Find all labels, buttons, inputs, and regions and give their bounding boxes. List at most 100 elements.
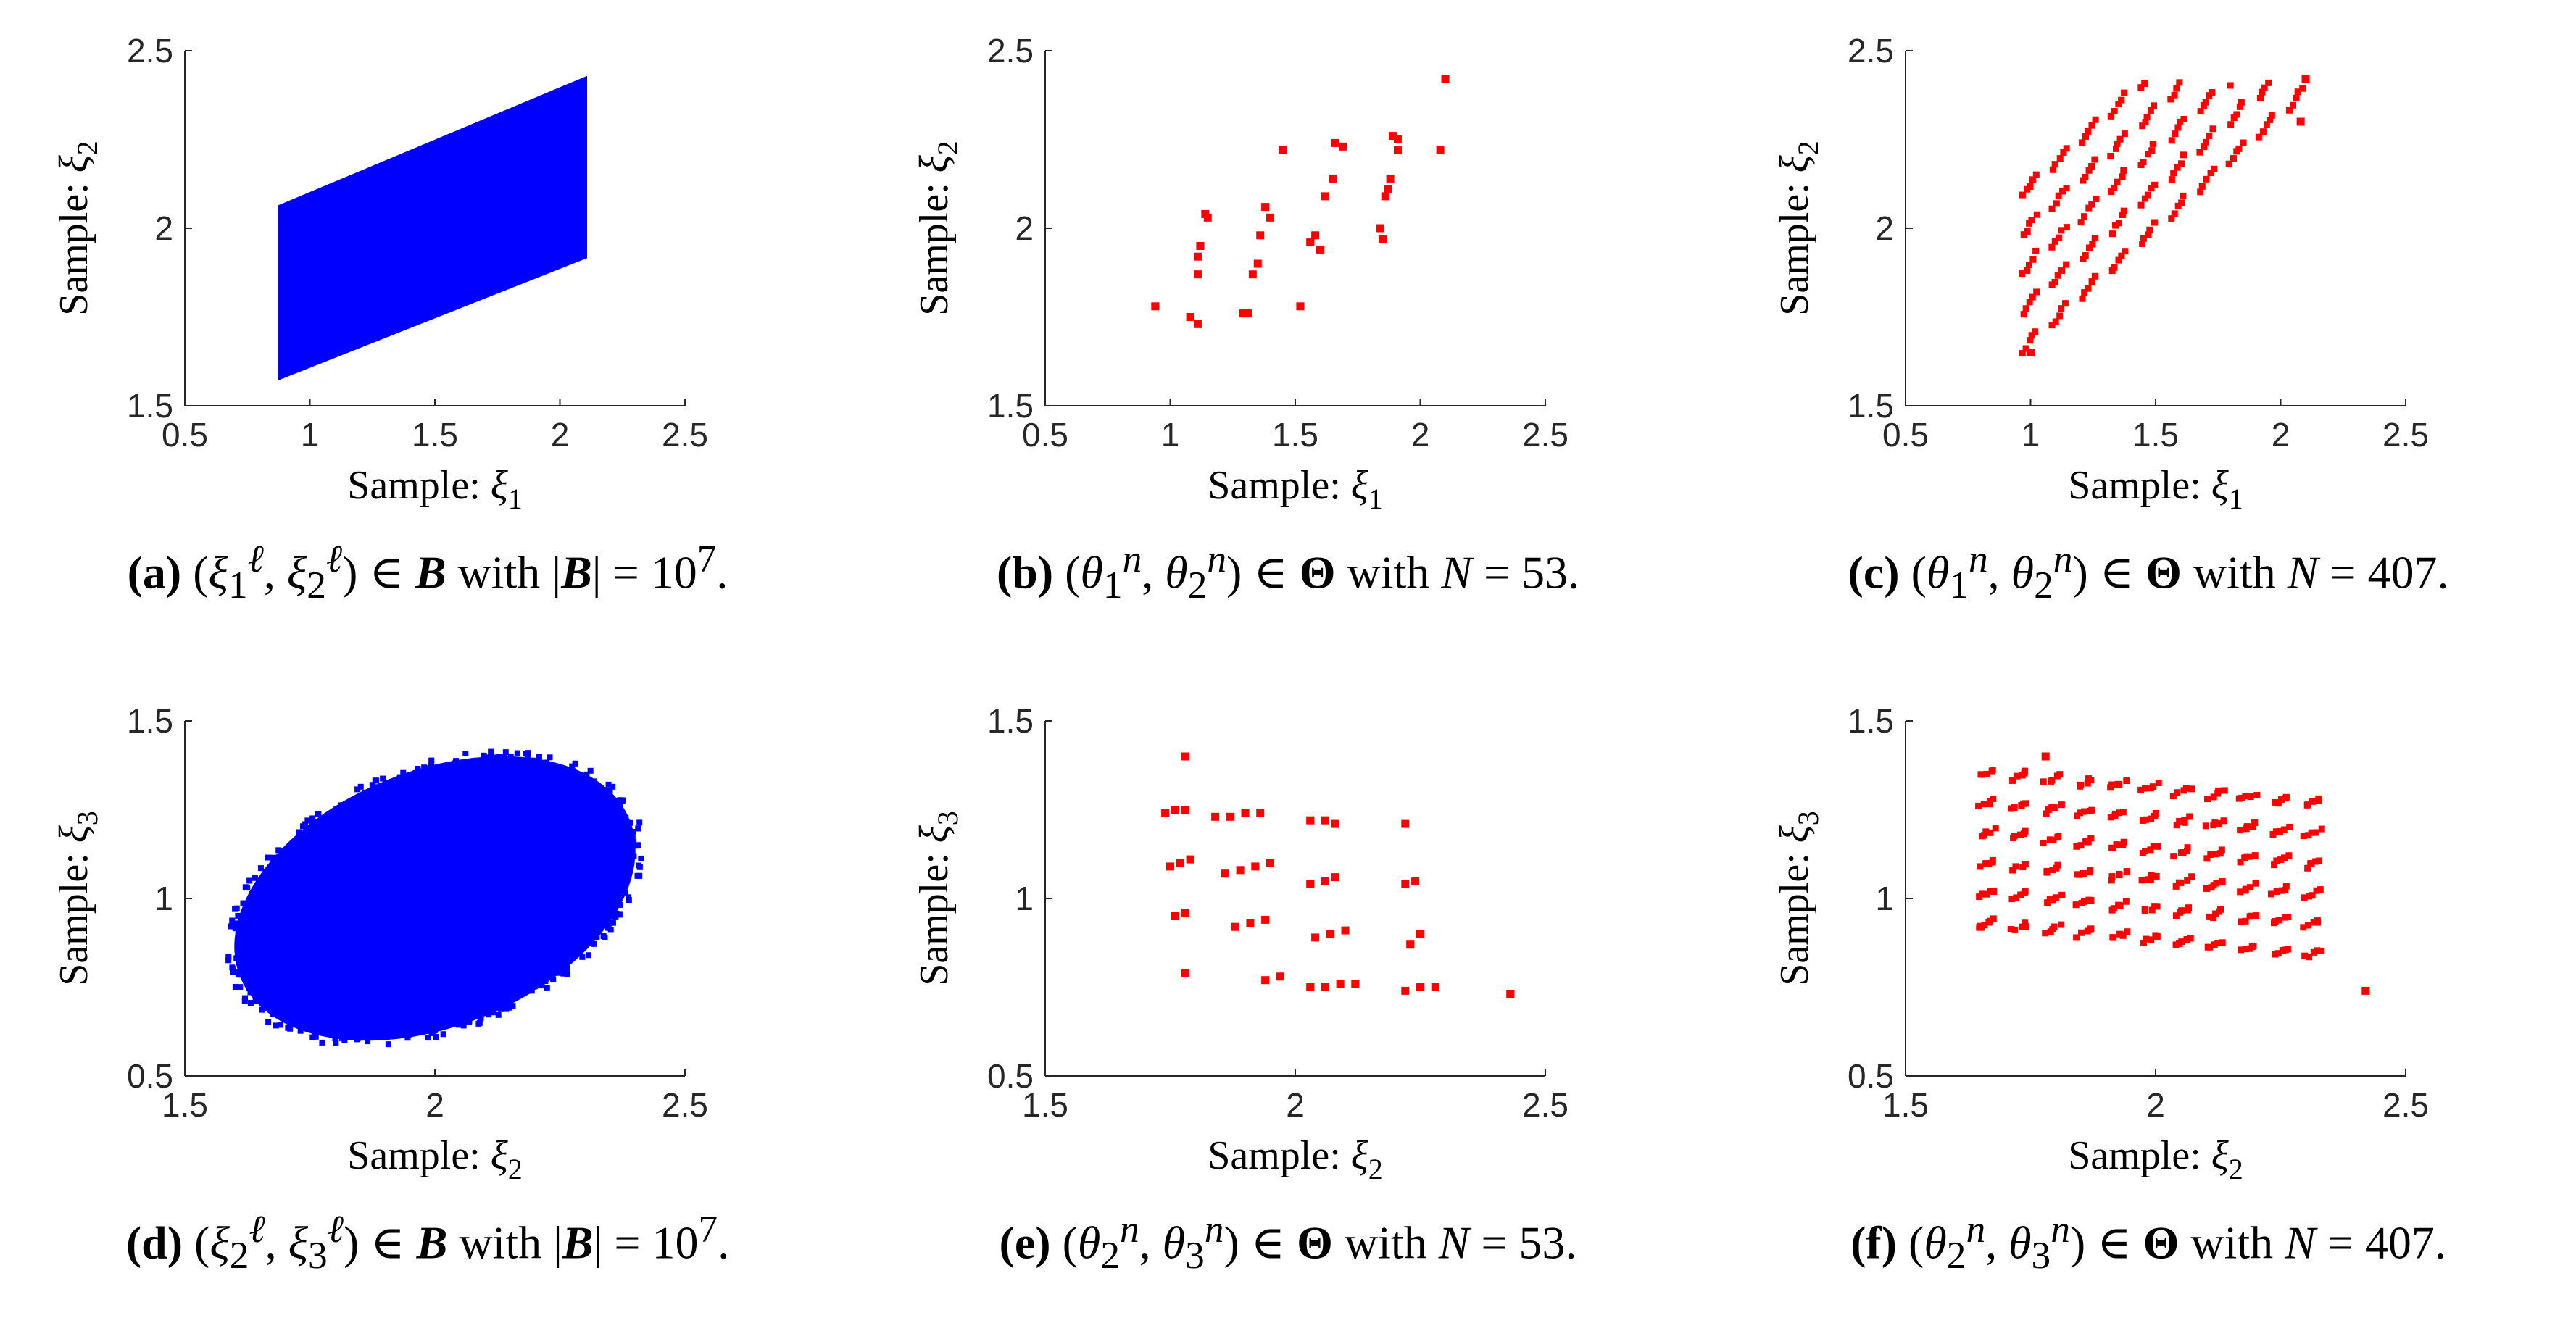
data-point bbox=[525, 750, 531, 756]
data-point bbox=[2209, 125, 2216, 133]
data-point bbox=[543, 759, 549, 766]
data-point bbox=[2290, 101, 2297, 109]
data-point bbox=[2020, 231, 2027, 238]
data-point bbox=[2237, 827, 2244, 834]
data-point bbox=[1193, 270, 1202, 279]
data-point bbox=[2155, 779, 2162, 786]
data-point bbox=[506, 1004, 512, 1011]
data-point bbox=[1211, 812, 1220, 821]
y-tick-label: 1 bbox=[1015, 880, 1034, 917]
x-tick-label: 2.5 bbox=[1522, 1086, 1569, 1124]
data-point bbox=[2140, 235, 2147, 242]
data-point bbox=[2277, 856, 2285, 864]
data-point bbox=[456, 1022, 462, 1028]
data-point bbox=[2304, 801, 2311, 809]
data-point bbox=[486, 754, 492, 761]
data-points bbox=[278, 75, 587, 381]
data-point bbox=[246, 985, 252, 992]
data-point bbox=[2235, 145, 2243, 152]
data-point bbox=[1176, 859, 1184, 867]
data-point bbox=[2227, 121, 2235, 128]
data-point bbox=[486, 1011, 492, 1018]
data-point bbox=[2080, 256, 2087, 263]
data-point bbox=[2055, 234, 2062, 241]
data-point bbox=[2185, 904, 2193, 911]
data-point bbox=[1251, 862, 1260, 871]
data-point bbox=[2203, 796, 2211, 803]
data-point bbox=[2170, 170, 2177, 177]
data-point bbox=[2017, 831, 2024, 838]
data-point bbox=[626, 897, 632, 904]
data-point bbox=[1431, 983, 1439, 991]
data-point bbox=[2317, 886, 2324, 893]
data-point bbox=[2220, 817, 2227, 825]
data-point bbox=[259, 1006, 265, 1013]
data-point bbox=[2253, 912, 2260, 919]
data-point bbox=[247, 989, 254, 996]
data-point bbox=[607, 788, 613, 794]
data-point bbox=[2277, 827, 2284, 835]
data-point bbox=[2304, 922, 2311, 929]
data-point bbox=[2110, 905, 2117, 912]
data-point bbox=[2116, 930, 2124, 938]
data-point bbox=[2180, 151, 2187, 159]
data-point bbox=[2215, 787, 2222, 794]
y-tick-label: 2 bbox=[1875, 209, 1894, 247]
data-point bbox=[2110, 184, 2117, 191]
data-point bbox=[2207, 851, 2214, 858]
data-point bbox=[2238, 918, 2245, 925]
data-point bbox=[1987, 917, 1994, 925]
data-point bbox=[617, 901, 623, 908]
data-point bbox=[247, 1000, 254, 1006]
data-point bbox=[2056, 771, 2064, 778]
x-tick-label: 1.5 bbox=[412, 416, 458, 454]
data-point bbox=[400, 769, 407, 776]
dense-sample-region bbox=[278, 75, 587, 381]
data-point bbox=[2171, 91, 2178, 99]
data-point bbox=[2282, 886, 2289, 893]
data-point bbox=[1978, 771, 1985, 778]
chart-d: 1.5 2 2.5 0.5 1 1.5 Sample: ξ2 Sample: ξ3 bbox=[51, 702, 708, 1185]
data-point bbox=[2048, 205, 2056, 212]
data-point bbox=[2174, 164, 2181, 171]
y-axis-label: Sample: ξ2 bbox=[912, 141, 964, 316]
data-point bbox=[616, 911, 623, 918]
data-point bbox=[2022, 827, 2029, 835]
data-point bbox=[2124, 928, 2131, 935]
data-point bbox=[525, 987, 532, 993]
data-point bbox=[2144, 191, 2151, 199]
data-point bbox=[2020, 311, 2027, 318]
data-point bbox=[2114, 178, 2121, 185]
data-point bbox=[333, 1040, 339, 1046]
data-point bbox=[2029, 176, 2036, 183]
data-point bbox=[2271, 861, 2278, 869]
data-point bbox=[2051, 923, 2058, 930]
data-point bbox=[2022, 919, 2029, 927]
data-points bbox=[2019, 75, 2310, 357]
x-tick-label: 2.5 bbox=[1522, 416, 1569, 454]
data-point bbox=[626, 839, 632, 846]
data-point bbox=[2242, 885, 2249, 893]
panel-d: 1.5 2 2.5 0.5 1 1.5 Sample: ξ2 Sample: ξ3 (d) (… bbox=[0, 685, 855, 1330]
data-point bbox=[1239, 309, 1247, 318]
data-point bbox=[1236, 866, 1245, 875]
data-point bbox=[2116, 872, 2123, 879]
data-point bbox=[2141, 906, 2148, 913]
data-point bbox=[2019, 350, 2026, 357]
data-point bbox=[2151, 181, 2159, 188]
data-point bbox=[2148, 906, 2156, 914]
data-point bbox=[236, 969, 242, 975]
y-tick-label: 2.5 bbox=[987, 32, 1034, 70]
data-point bbox=[2077, 219, 2085, 226]
data-point bbox=[1983, 890, 1990, 898]
data-point bbox=[2238, 794, 2245, 801]
data-point bbox=[2040, 778, 2047, 785]
data-point bbox=[2148, 936, 2155, 943]
data-point bbox=[1336, 980, 1345, 988]
data-point bbox=[2209, 89, 2216, 96]
y-axis-label: Sample: ξ3 bbox=[912, 811, 964, 986]
data-point bbox=[265, 1019, 272, 1025]
data-point bbox=[2107, 152, 2114, 159]
x-tick-label: 2 bbox=[2146, 1086, 2165, 1124]
data-point bbox=[1339, 142, 1347, 151]
